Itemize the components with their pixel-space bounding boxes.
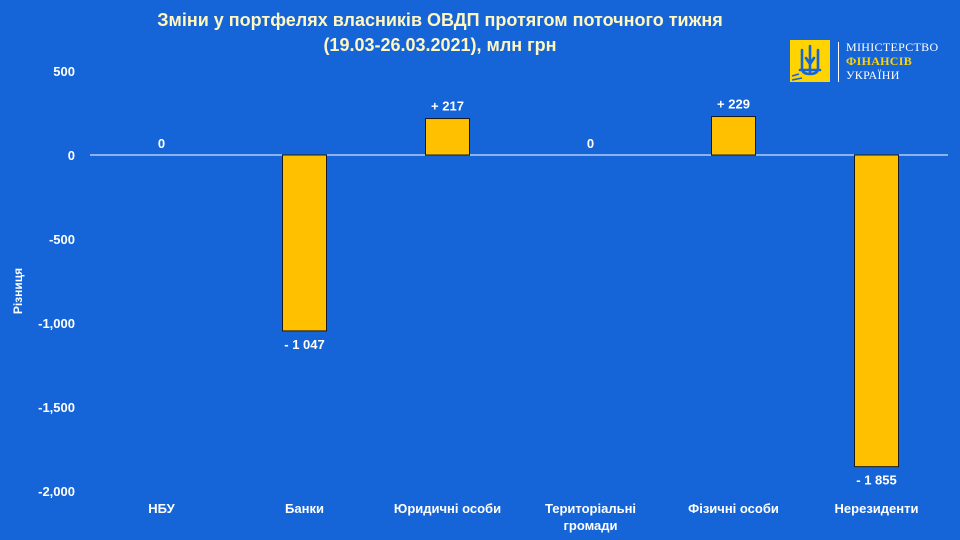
logo-divider (838, 42, 839, 82)
bar (282, 154, 327, 332)
chart-title-line-1: Зміни у портфелях власників ОВДП протяго… (157, 10, 723, 30)
x-category-label: НБУ (148, 501, 175, 516)
data-label: + 229 (717, 97, 750, 112)
logo-text: МІНІСТЕРСТВО ФІНАНСІВ УКРАЇНИ (846, 40, 938, 82)
ministry-logo: МІНІСТЕРСТВО ФІНАНСІВ УКРАЇНИ (790, 40, 955, 86)
bar (425, 118, 470, 156)
x-category-label: Фізичні особи (688, 501, 779, 516)
x-category-label: Територіальні (545, 501, 636, 516)
chart-title-line-2: (19.03-26.03.2021), млн грн (323, 35, 557, 55)
y-tick-label: -500 (49, 232, 75, 247)
y-tick-label: -1,500 (38, 400, 75, 415)
data-label: + 217 (431, 99, 464, 114)
chart-title: Зміни у портфелях власників ОВДП протяго… (60, 8, 820, 58)
data-label: - 1 855 (856, 473, 896, 488)
y-tick-label: 500 (53, 64, 75, 79)
x-category-label: громади (563, 518, 617, 533)
y-tick-label: 0 (68, 148, 75, 163)
data-label: 0 (587, 136, 594, 151)
x-category-label: Юридичні особи (394, 501, 501, 516)
bar (854, 154, 899, 468)
x-category-label: Банки (285, 501, 324, 516)
logo-line-1: МІНІСТЕРСТВО (846, 40, 939, 54)
logo-line-2: ФІНАНСІВ (846, 54, 913, 68)
logo-line-3: УКРАЇНИ (846, 68, 900, 82)
data-label: 0 (158, 136, 165, 151)
trident-emblem-icon (790, 40, 830, 82)
bar (711, 116, 756, 156)
data-label: - 1 047 (284, 337, 324, 352)
y-axis-label: Різниця (11, 268, 25, 314)
y-tick-label: -2,000 (38, 484, 75, 499)
y-tick-label: -1,000 (38, 316, 75, 331)
x-category-label: Нерезиденти (835, 501, 919, 516)
